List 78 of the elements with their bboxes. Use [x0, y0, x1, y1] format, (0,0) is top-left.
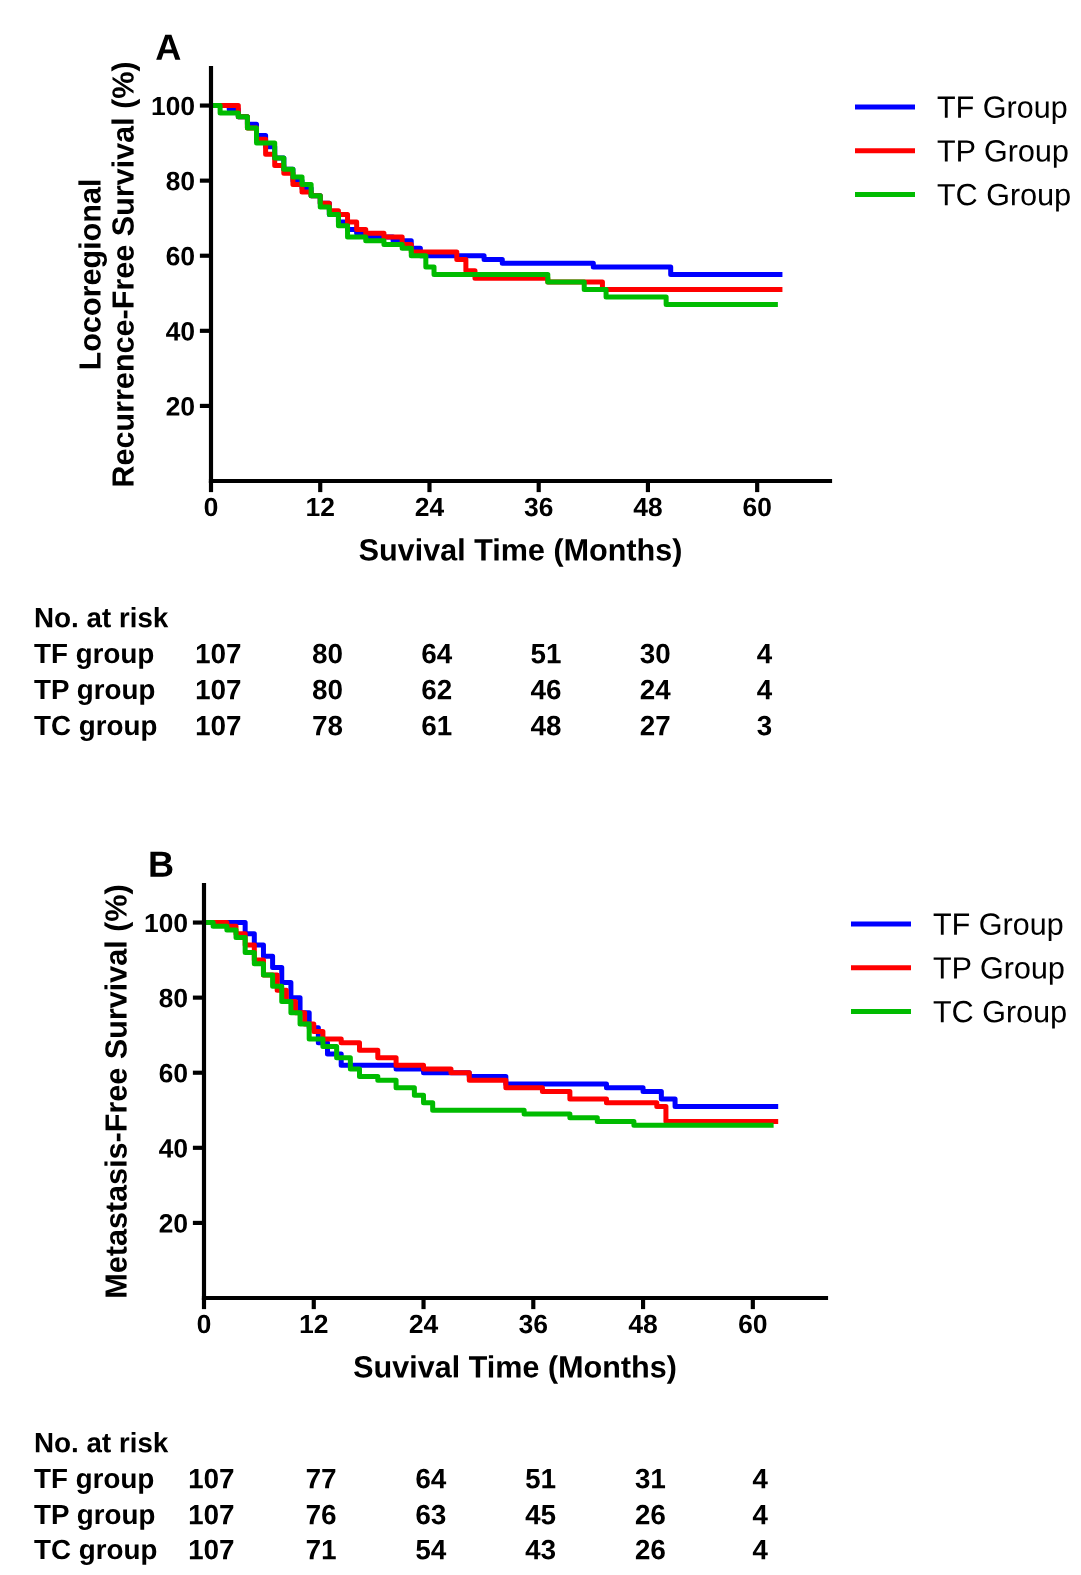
- text: 76: [306, 1504, 336, 1525]
- text: 3: [757, 715, 772, 736]
- x-tick-label: 24: [415, 497, 445, 517]
- legend-label: TP Group: [933, 957, 1064, 985]
- legend-label: TF Group: [937, 96, 1067, 124]
- y-tick-label: 20: [159, 1214, 187, 1233]
- text: TP group: [34, 1504, 155, 1530]
- y-tick-label: 60: [159, 1063, 187, 1083]
- x-tick-label: 12: [300, 1314, 328, 1334]
- chart-title: B: [150, 851, 173, 877]
- text: 26: [635, 1539, 665, 1560]
- text: 4: [752, 1540, 768, 1560]
- x-axis-title: Suvival Time (Months): [354, 1355, 676, 1384]
- y-tick-label: 20: [166, 397, 194, 416]
- text: 107: [196, 679, 241, 700]
- x-tick-label: 24: [409, 1314, 439, 1334]
- x-tick-label: 12: [307, 497, 334, 517]
- x-tick-label: 60: [739, 1314, 767, 1334]
- y-tick-label: 80: [166, 171, 194, 191]
- text: No. at risk: [35, 607, 169, 628]
- text: 80: [312, 643, 342, 664]
- legend-label: TF Group: [933, 913, 1063, 941]
- text: TF group: [34, 643, 154, 669]
- text: 107: [196, 643, 241, 664]
- text: 51: [526, 1469, 556, 1489]
- y-tick-label: 100: [152, 96, 194, 116]
- x-tick-label: 48: [633, 497, 662, 517]
- legend-label: TP Group: [937, 140, 1068, 168]
- x-tick-label: 0: [204, 497, 218, 517]
- y-tick-label: 60: [166, 246, 194, 266]
- text: 54: [416, 1540, 447, 1560]
- text: TP group: [34, 679, 155, 705]
- x-axis-title: Suvival Time (Months): [359, 538, 681, 567]
- x-tick-label: 36: [524, 497, 553, 517]
- chart-title: A: [156, 34, 181, 60]
- text: 46: [530, 679, 561, 700]
- x-tick-label: 0: [197, 1314, 211, 1334]
- text: 107: [189, 1539, 234, 1560]
- text: 78: [313, 715, 343, 736]
- text: 107: [196, 715, 241, 736]
- text: 62: [422, 679, 452, 700]
- text: 4: [752, 1469, 768, 1489]
- text: 51: [531, 644, 561, 664]
- text: 43: [525, 1539, 556, 1560]
- y-axis-title: Metastasis-Free Survival (%): [104, 885, 133, 1297]
- text: 64: [422, 643, 453, 664]
- x-tick-label: 48: [628, 1314, 657, 1334]
- text: 77: [306, 1469, 336, 1489]
- x-tick-label: 60: [743, 497, 771, 517]
- text: TC group: [34, 1539, 157, 1565]
- y-tick-label: 80: [159, 988, 187, 1008]
- text: No. at risk: [35, 1432, 169, 1453]
- legend-label: TC Group: [933, 1000, 1066, 1029]
- text: 107: [189, 1504, 234, 1525]
- x-tick-label: 36: [519, 1314, 548, 1334]
- text: 61: [422, 715, 452, 736]
- text: TC group: [34, 715, 157, 741]
- text: 31: [635, 1468, 666, 1489]
- legend-label: TC Group: [937, 183, 1070, 212]
- y-tick-label: 40: [159, 1138, 187, 1158]
- text: 63: [416, 1504, 446, 1525]
- y-axis-title: Locoregional Recurrence-Free Survival (%): [78, 62, 140, 486]
- text: 4: [757, 644, 773, 664]
- text: 45: [525, 1505, 556, 1525]
- text: 107: [189, 1468, 234, 1489]
- text: 48: [530, 715, 561, 736]
- text: 64: [416, 1468, 447, 1489]
- text: 30: [640, 643, 670, 664]
- text: 80: [312, 679, 342, 700]
- text: 4: [752, 1505, 768, 1525]
- text: TF group: [34, 1468, 154, 1494]
- text: 27: [640, 715, 670, 736]
- text: 71: [306, 1540, 336, 1560]
- text: 24: [640, 679, 671, 700]
- text: 4: [757, 680, 773, 700]
- y-tick-label: 100: [145, 913, 187, 933]
- text: 26: [635, 1504, 665, 1525]
- y-tick-label: 40: [166, 321, 194, 341]
